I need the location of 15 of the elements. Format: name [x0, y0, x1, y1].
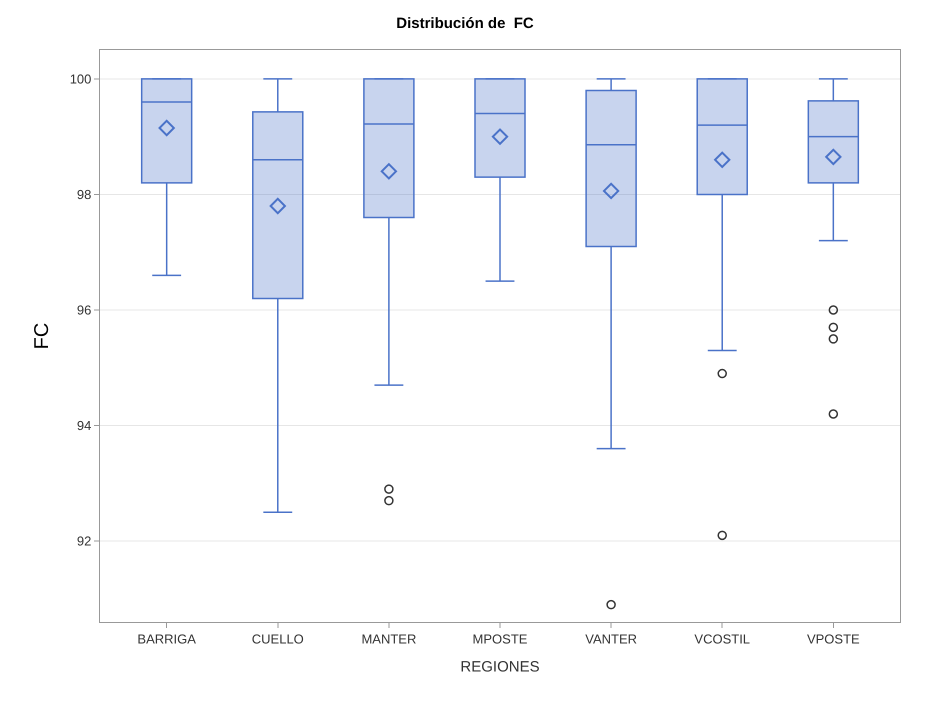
x-axis-title: REGIONES: [460, 658, 540, 676]
y-tick-label: 100: [70, 71, 92, 86]
chart-title: Distribución de FC: [396, 15, 534, 32]
y-tick-label: 92: [76, 534, 92, 549]
x-tick-label: MPOSTE: [472, 632, 528, 647]
y-tick-label: 98: [76, 186, 92, 202]
x-tick-label: VPOSTE: [806, 632, 860, 647]
x-tick-label: CUELLO: [252, 632, 304, 647]
x-tick-label: MANTER: [361, 632, 416, 647]
x-tick-label: VCOSTIL: [694, 632, 750, 647]
y-tick-label: 94: [76, 418, 92, 434]
y-tick-label: 96: [76, 302, 92, 318]
x-tick-label: BARRIGA: [137, 632, 196, 647]
x-tick-label: VANTER: [585, 632, 637, 647]
y-axis-title: FC: [31, 322, 54, 350]
